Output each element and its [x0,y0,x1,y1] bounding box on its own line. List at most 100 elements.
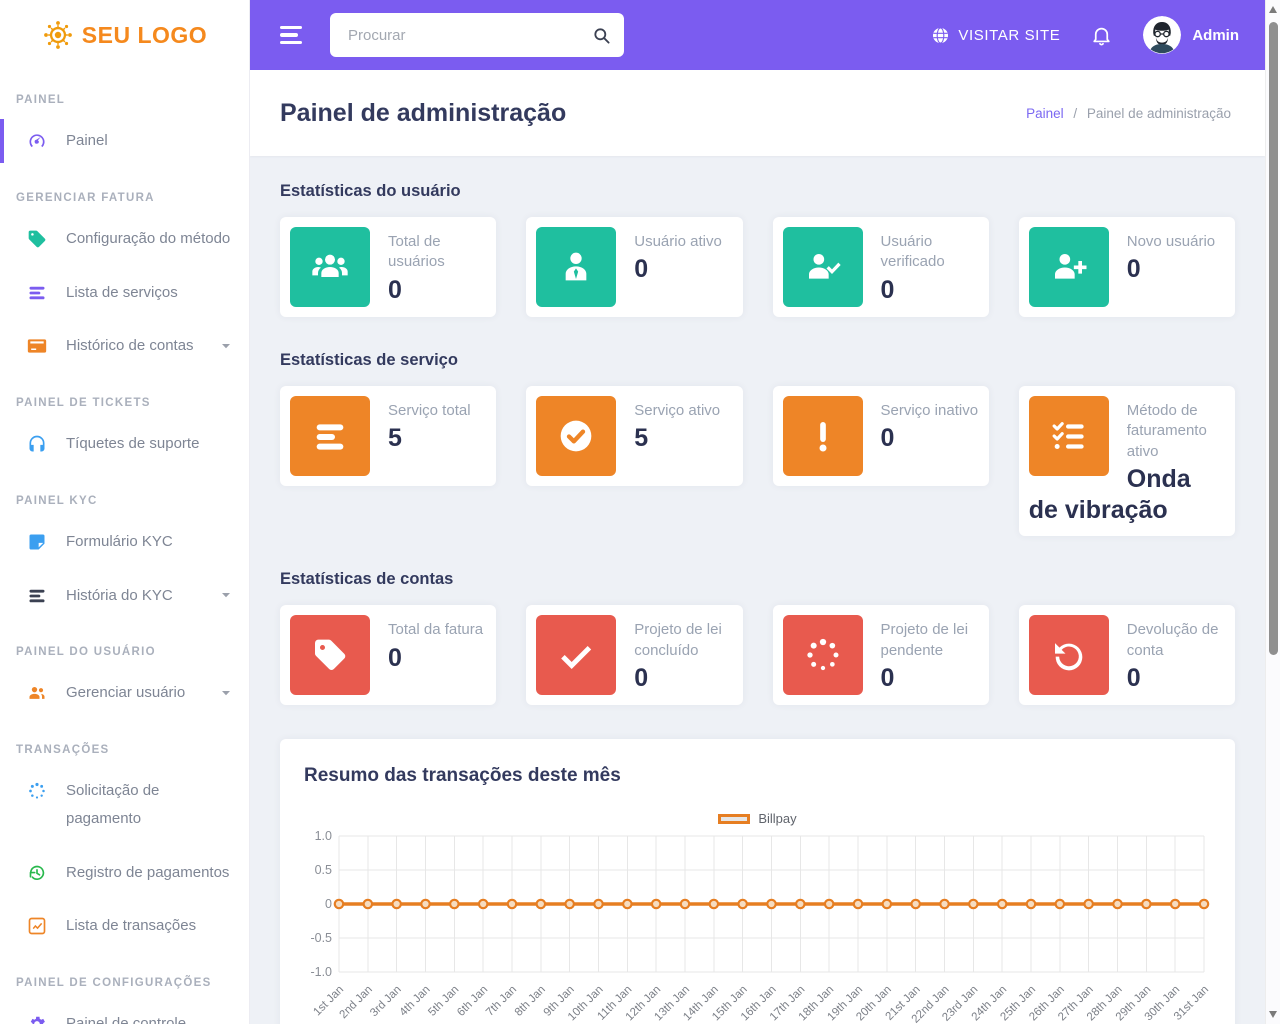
caret-down-icon [221,688,231,698]
sidebar-section-heading: TRANSAÇÕES [16,744,110,756]
svg-text:8th Jan: 8th Jan [513,984,548,1019]
dashboard-icon [27,131,47,151]
search-icon[interactable] [578,13,624,57]
stat-label: Projeto de lei pendente [880,621,969,659]
svg-text:3rd Jan: 3rd Jan [368,984,404,1020]
cards-grid: Total da fatura 0 Projeto de lei concluído… [280,605,1235,706]
topbar-right: VISITAR SITE Admin [931,16,1239,54]
bars-icon [290,396,370,476]
user-check-icon [782,227,863,307]
sidebar-section-heading: GERENCIAR FATURA [16,191,155,204]
chart-legend[interactable]: Billpay [304,811,1211,826]
stat-label: Usuário ativo [634,233,722,250]
globe-icon [931,26,950,45]
svg-text:-0.5: -0.5 [310,931,332,945]
section-title: Estatísticas de contas [280,570,454,589]
caret-down-icon [221,341,231,351]
sidebar-item[interactable]: Registro de pagamentos [0,846,249,900]
sidebar-item-label: Lista de serviços [66,283,178,301]
svg-text:5th Jan: 5th Jan [426,984,461,1019]
user-plus-icon [1028,227,1109,307]
stat-card: Devolução de conta 0 [1018,605,1235,706]
users-group-icon [290,227,370,307]
scrollbar-track[interactable] [1265,0,1280,1024]
stat-card: Projeto de lei concluído 0 [526,605,743,706]
user-menu[interactable]: Admin [1143,16,1239,54]
legend-label: Billpay [758,811,797,827]
legend-swatch [718,813,751,824]
sidebar-item-label: Painel de controle [66,1015,187,1024]
sidebar-item[interactable]: Gerenciar usuário [0,666,249,720]
stat-value: 0 [880,275,895,304]
sidebar-item-label: Histórico de contas [66,337,194,355]
tag-icon [290,615,370,696]
hamburger-menu-icon[interactable] [280,25,302,45]
sidebar-section-heading: PAINEL KYC [16,494,98,507]
sidebar-item[interactable]: Lista de transações [0,899,249,953]
stat-card: Serviço ativo 5 [526,386,743,486]
visit-site-label: VISITAR SITE [958,26,1061,44]
visit-site-link[interactable]: VISITAR SITE [931,26,1060,45]
search-input[interactable] [330,26,578,44]
sidebar-item-label: Gerenciar usuário [66,684,186,702]
chart-line-icon [27,916,47,936]
svg-text:1.0: 1.0 [315,830,332,843]
logo[interactable]: SEU LOGO [0,0,249,70]
stat-value: 0 [388,275,402,304]
history-icon [27,863,47,883]
avatar [1143,16,1182,54]
cards-grid: Serviço total 5 Serviço ativo 5 Serviço inat… [280,386,1235,537]
chart-title: Resumo das transações deste mês [304,765,621,787]
tags-icon [27,229,47,249]
sidebar-item[interactable]: Formulário KYC [0,515,249,569]
sidebar-section-heading: PAINEL DE CONFIGURAÇÕES [16,977,212,989]
stat-label: Devolução de conta [1126,621,1219,659]
stat-card: Total da fatura 0 [280,605,497,706]
stat-label: Novo usuário [1126,233,1216,250]
spinner-icon [27,781,47,801]
stat-value: 5 [634,424,649,453]
stat-value: 0 [388,643,402,672]
scrollbar-down-arrow[interactable] [1269,1011,1277,1018]
stat-card: Projeto de lei pendente 0 [772,605,989,706]
sidebar-item[interactable]: Lista de serviços [0,266,249,320]
scrollbar-up-arrow[interactable] [1269,6,1277,13]
sidebar-item-label: Tíquetes de suporte [66,435,200,452]
sidebar-item[interactable]: Painel [0,114,249,168]
sidebar-item-label: História do KYC [66,586,173,604]
section-title: Estatísticas de serviço [280,351,458,369]
checklist-icon [1028,396,1109,476]
exclamation-icon [782,396,863,476]
sidebar-item[interactable]: Solicitação de pagamento [0,764,249,846]
stat-value: 0 [1126,663,1141,692]
sidebar-item-label: Formulário KYC [66,532,173,550]
stat-label: Usuário verificado [880,233,945,271]
sidebar-item[interactable]: Histórico de contas [0,319,249,373]
sidebar-item[interactable]: História do KYC [0,569,249,623]
stat-value: 0 [1126,255,1141,284]
credit-card-icon [27,336,47,356]
check-circle-icon [536,396,617,476]
stat-card: Usuário ativo 0 [526,217,743,317]
sidebar-item[interactable]: Tíquetes de suporte [0,417,249,471]
svg-text:-1.0: -1.0 [310,965,332,979]
breadcrumb: Painel / Painel de administração [1026,106,1231,121]
breadcrumb-link[interactable]: Painel [1026,105,1064,121]
sidebar-item-label: Solicitação de pagamento [66,782,160,827]
stats-sections: Estatísticas do usuário Total de usuários… [280,182,1235,706]
scrollbar-thumb[interactable] [1269,22,1278,655]
stat-value: 0 [880,663,895,692]
notifications-bell-icon[interactable] [1090,24,1113,47]
stat-label: Projeto de lei concluído [634,621,722,659]
sidebar: SEU LOGO PAINEL Painel GERENCIAR FATURA Con… [0,0,250,1024]
stat-label: Serviço inativo [880,402,979,419]
stat-value: 0 [880,424,895,453]
sidebar-item[interactable]: Configuração do método [0,212,249,266]
stat-card: Novo usuário 0 [1018,217,1235,317]
logo-text: SEU LOGO [81,21,208,48]
caret-down-icon [221,590,231,600]
stat-label: Serviço total [388,402,471,419]
svg-text:7th Jan: 7th Jan [484,984,519,1019]
sidebar-item[interactable]: Painel de controle [0,997,249,1024]
stat-label: Método de faturamento ativo [1126,402,1207,460]
